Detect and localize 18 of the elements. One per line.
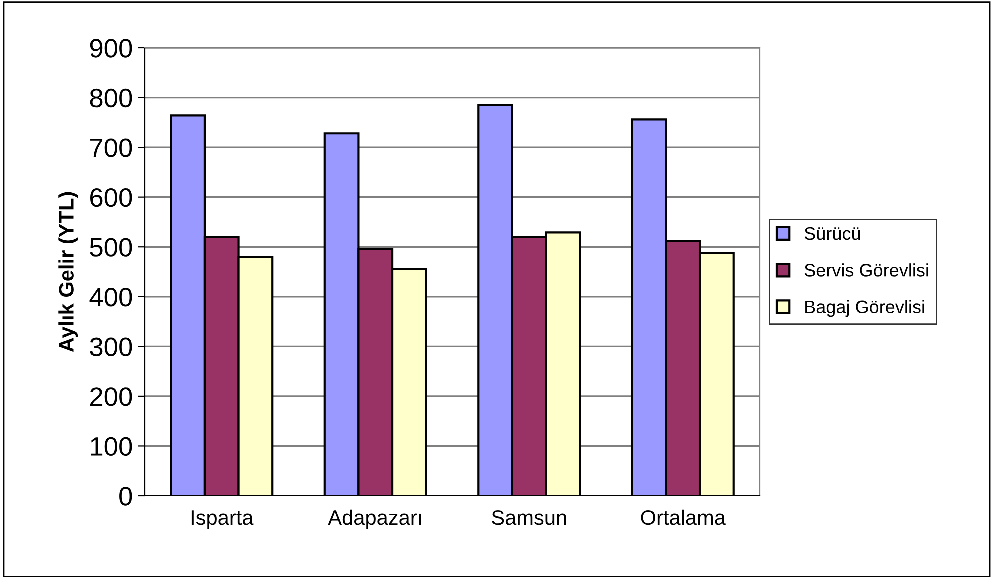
x-tick-label: Samsun xyxy=(492,510,566,526)
x-tick-label: Adapazarı xyxy=(328,510,422,530)
y-tick-label: 400 xyxy=(90,288,132,307)
y-tick-label: 300 xyxy=(90,338,132,356)
legend-label: Sürücü xyxy=(804,227,860,240)
y-tick-label: 100 xyxy=(91,437,132,456)
x-tick-label: Ortalama xyxy=(641,510,726,526)
x-tick-label: Isparta xyxy=(192,510,254,530)
y-tick-label: 800 xyxy=(90,88,132,108)
y-tick-label: 500 xyxy=(90,238,132,257)
y-tick-label: 0 xyxy=(120,487,132,506)
legend-label: Bagaj Görevlisi xyxy=(806,300,924,318)
y-tick-label: 700 xyxy=(90,138,132,158)
y-tick-label: 200 xyxy=(90,388,132,406)
legend-label: Servis Görevlisi xyxy=(804,264,928,277)
y-axis-title: Aylık Gelir (YTL) xyxy=(58,192,78,352)
y-tick-label: 900 xyxy=(90,39,132,58)
y-tick-label: 600 xyxy=(90,188,132,208)
